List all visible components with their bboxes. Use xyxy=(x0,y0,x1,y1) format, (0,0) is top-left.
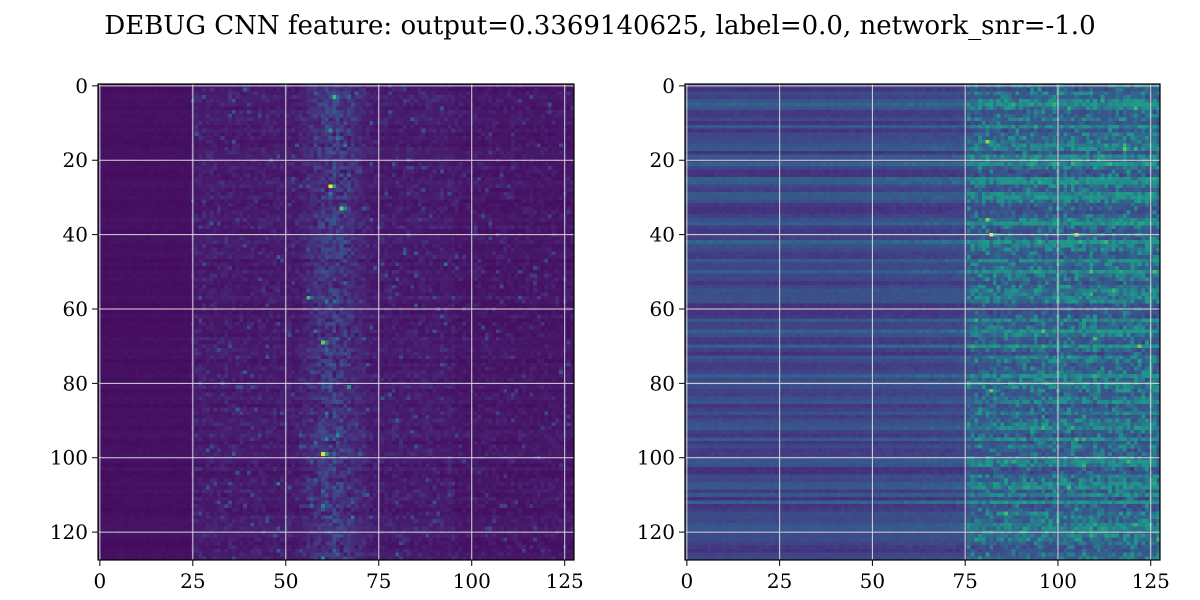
axes-frame-right xyxy=(684,83,1161,561)
y-tick-label: 0 xyxy=(662,74,675,98)
x-tick-label: 75 xyxy=(366,569,391,593)
x-tick-label: 50 xyxy=(860,569,885,593)
y-tick-label: 120 xyxy=(50,520,88,544)
x-tick-label: 100 xyxy=(1039,569,1077,593)
axis-ticks-right: 0 25 50 75 100 125 0 20 40 60 80 100 120 xyxy=(637,74,1170,593)
y-tick-label: 120 xyxy=(637,520,675,544)
y-tick-label: 100 xyxy=(50,446,88,470)
heatmap-image-right xyxy=(685,84,1160,560)
heatmap-image-left xyxy=(98,84,574,560)
x-tick-label: 25 xyxy=(180,569,205,593)
axes-frame-left xyxy=(97,83,575,561)
y-tick-label: 40 xyxy=(63,223,88,247)
y-tick-label: 20 xyxy=(650,148,675,172)
x-tick-label: 50 xyxy=(273,569,298,593)
heatmap-panel-right: 0 25 50 75 100 125 0 20 40 60 80 100 120 xyxy=(637,74,1170,593)
heatmap-panel-left: 0 25 50 75 100 125 0 20 40 60 80 100 120 xyxy=(50,74,584,593)
x-tick-label: 125 xyxy=(546,569,584,593)
x-tick-label: 125 xyxy=(1132,569,1170,593)
axis-ticks-left: 0 25 50 75 100 125 0 20 40 60 80 100 120 xyxy=(50,74,584,593)
y-tick-label: 60 xyxy=(63,297,88,321)
x-tick-label: 0 xyxy=(680,569,693,593)
y-tick-label: 40 xyxy=(650,223,675,247)
grid-lines-left xyxy=(98,84,574,560)
y-tick-label: 100 xyxy=(637,446,675,470)
grid-lines-right xyxy=(685,84,1160,560)
figure-title: DEBUG CNN feature: output=0.3369140625, … xyxy=(104,11,1095,41)
x-tick-label: 75 xyxy=(952,569,977,593)
y-tick-label: 60 xyxy=(650,297,675,321)
y-tick-label: 80 xyxy=(63,371,88,395)
y-tick-label: 20 xyxy=(63,148,88,172)
x-tick-label: 0 xyxy=(93,569,106,593)
y-tick-label: 0 xyxy=(75,74,88,98)
y-tick-label: 80 xyxy=(650,371,675,395)
x-tick-label: 25 xyxy=(767,569,792,593)
x-tick-label: 100 xyxy=(453,569,491,593)
